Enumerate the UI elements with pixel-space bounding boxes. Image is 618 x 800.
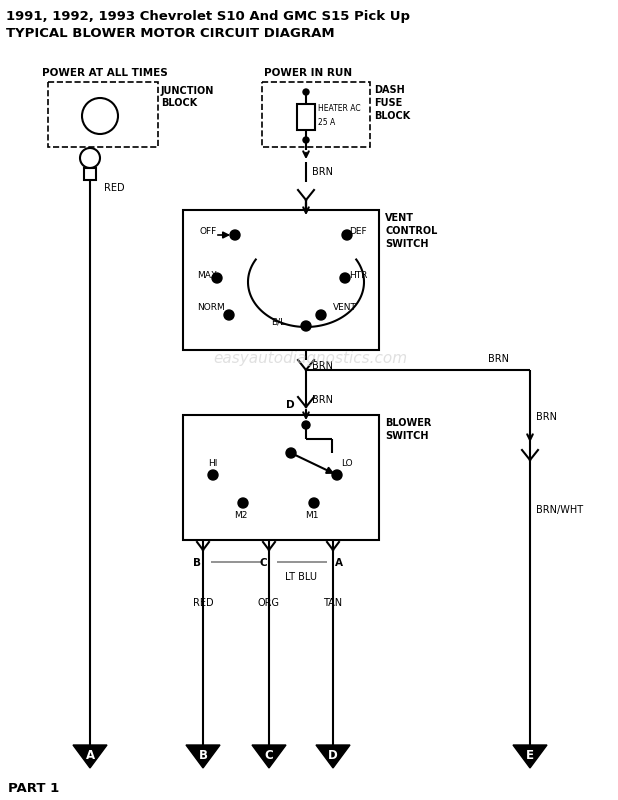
Circle shape (212, 273, 222, 283)
Circle shape (332, 470, 342, 480)
Circle shape (230, 230, 240, 240)
Text: NORM: NORM (197, 303, 225, 313)
Text: BRN: BRN (312, 361, 333, 371)
Circle shape (80, 148, 100, 168)
Text: RED: RED (104, 183, 125, 193)
Circle shape (208, 470, 218, 480)
Polygon shape (316, 745, 350, 768)
Circle shape (342, 230, 352, 240)
Circle shape (286, 448, 296, 458)
Text: ORG: ORG (258, 598, 280, 608)
Polygon shape (252, 745, 286, 768)
Circle shape (301, 321, 311, 331)
Text: 25 A: 25 A (318, 118, 335, 127)
Bar (297, 104, 315, 130)
Text: C: C (260, 558, 267, 568)
Bar (48, 82, 158, 147)
Text: VENT: VENT (333, 303, 357, 313)
Text: POWER AT ALL TIMES: POWER AT ALL TIMES (42, 68, 168, 78)
Circle shape (303, 89, 309, 95)
Text: SWITCH: SWITCH (385, 431, 428, 441)
Polygon shape (73, 745, 107, 768)
Text: DASH: DASH (374, 85, 405, 95)
Text: BLOCK: BLOCK (161, 98, 197, 108)
Circle shape (224, 310, 234, 320)
Bar (183, 415, 379, 540)
Text: M2: M2 (234, 511, 248, 520)
Text: OFF: OFF (199, 227, 216, 237)
Text: BRN: BRN (488, 354, 509, 364)
Text: LT BLU: LT BLU (285, 572, 317, 582)
Polygon shape (513, 745, 547, 768)
Text: E: E (526, 749, 534, 762)
Text: B: B (198, 749, 208, 762)
Text: BLOWER: BLOWER (385, 418, 431, 428)
Text: HEATER AC: HEATER AC (318, 104, 361, 113)
Text: POWER IN RUN: POWER IN RUN (264, 68, 352, 78)
Text: BRN: BRN (312, 395, 333, 405)
Text: A: A (335, 558, 343, 568)
Bar (84, 168, 96, 180)
Circle shape (303, 137, 309, 143)
Text: VENT: VENT (385, 213, 414, 223)
Circle shape (302, 421, 310, 429)
Bar (183, 210, 379, 350)
Text: M1: M1 (305, 511, 319, 520)
Text: HTR: HTR (349, 270, 367, 279)
Text: HI: HI (208, 459, 218, 468)
Text: SWITCH: SWITCH (385, 239, 428, 249)
Text: TAN: TAN (323, 598, 342, 608)
Bar (262, 82, 370, 147)
Text: easyautodiagnostics.com: easyautodiagnostics.com (213, 350, 407, 366)
Text: A: A (85, 749, 95, 762)
Text: D: D (286, 400, 295, 410)
Text: PART 1: PART 1 (8, 782, 59, 795)
Circle shape (309, 498, 319, 508)
Text: JUNCTION: JUNCTION (161, 86, 214, 96)
Text: D: D (328, 749, 338, 762)
Text: CONTROL: CONTROL (385, 226, 438, 236)
Text: C: C (265, 749, 273, 762)
Circle shape (340, 273, 350, 283)
Text: LO: LO (341, 459, 353, 468)
Text: RED: RED (193, 598, 213, 608)
Circle shape (316, 310, 326, 320)
Text: MAX: MAX (197, 270, 217, 279)
Text: B: B (193, 558, 201, 568)
Text: FUSE: FUSE (374, 98, 402, 108)
Polygon shape (186, 745, 220, 768)
Text: DEF: DEF (349, 227, 366, 237)
Text: BRN/WHT: BRN/WHT (536, 505, 583, 515)
Circle shape (238, 498, 248, 508)
Text: 1991, 1992, 1993 Chevrolet S10 And GMC S15 Pick Up: 1991, 1992, 1993 Chevrolet S10 And GMC S… (6, 10, 410, 23)
Text: TYPICAL BLOWER MOTOR CIRCUIT DIAGRAM: TYPICAL BLOWER MOTOR CIRCUIT DIAGRAM (6, 27, 334, 40)
Text: B/L: B/L (271, 318, 285, 326)
Text: BRN: BRN (536, 412, 557, 422)
Text: BLOCK: BLOCK (374, 111, 410, 121)
Text: BRN: BRN (312, 167, 333, 177)
